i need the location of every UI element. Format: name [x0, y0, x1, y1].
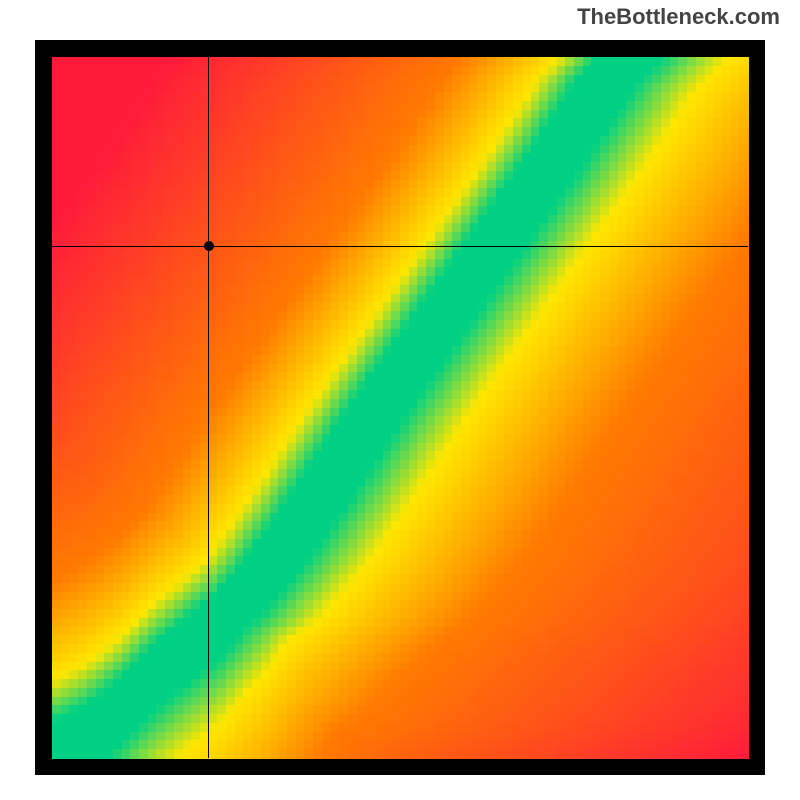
heatmap-area	[52, 57, 748, 758]
page-container: TheBottleneck.com	[0, 0, 800, 800]
watermark-text: TheBottleneck.com	[577, 4, 780, 30]
